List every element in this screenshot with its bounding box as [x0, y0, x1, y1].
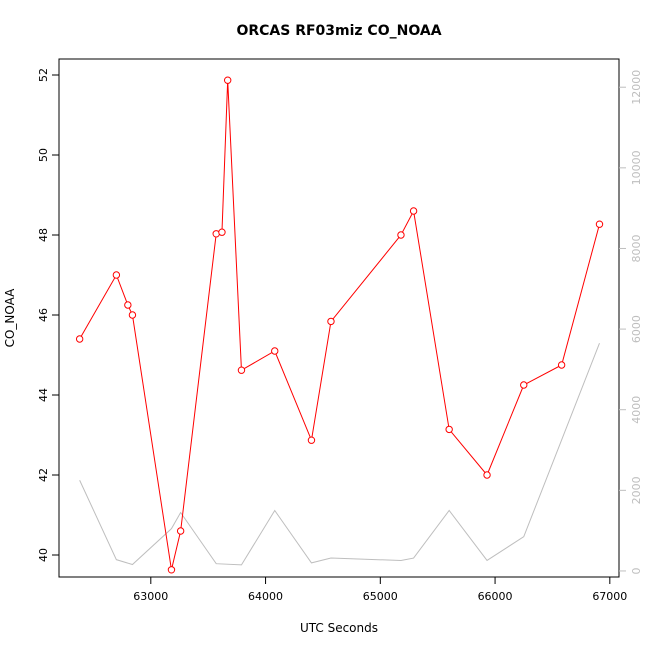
- series-secondary: [79, 343, 600, 566]
- x-tick-label: 67000: [592, 590, 627, 603]
- y2-tick-label: 8000: [630, 234, 643, 262]
- data-point: [327, 317, 335, 326]
- x-tick-label: 63000: [133, 590, 168, 603]
- data-point: [218, 228, 226, 236]
- y2-tick-label: 0: [630, 567, 643, 574]
- y-axis-left: 40 42 44 46 48 50 52: [37, 68, 59, 562]
- data-point: [520, 381, 528, 389]
- y-axis-right: 0 2000 4000 6000 8000 10000 12000: [619, 70, 643, 574]
- y-axis-label: CO_NOAA: [3, 288, 17, 348]
- y2-tick-label: 4000: [630, 396, 643, 424]
- data-point: [307, 436, 316, 444]
- data-point: [483, 471, 491, 479]
- data-point: [223, 76, 232, 84]
- plot-frame: [58, 58, 620, 578]
- primary-series-line: [79, 80, 600, 570]
- data-point: [397, 231, 405, 239]
- y-tick-label: 50: [37, 148, 50, 162]
- y2-tick-label: 2000: [630, 476, 643, 504]
- x-axis-label: UTC Seconds: [300, 621, 378, 635]
- y-tick-label: 40: [37, 548, 50, 562]
- chart-title: ORCAS RF03miz CO_NOAA: [236, 23, 441, 39]
- y-tick-label: 42: [37, 468, 50, 482]
- y2-tick-label: 12000: [630, 70, 643, 105]
- x-tick-label: 66000: [478, 590, 513, 603]
- data-point: [445, 425, 453, 434]
- secondary-series-line: [79, 343, 600, 566]
- data-point: [595, 220, 604, 228]
- data-point: [237, 366, 246, 374]
- data-point: [112, 271, 121, 279]
- x-tick-label: 65000: [363, 590, 398, 603]
- series-primary: [75, 76, 604, 574]
- x-axis: 63000 64000 65000 66000 67000: [133, 577, 627, 603]
- y2-tick-label: 10000: [630, 150, 643, 185]
- y-tick-label: 44: [37, 388, 50, 402]
- data-point: [409, 207, 418, 215]
- data-point: [557, 361, 566, 369]
- data-point: [128, 311, 137, 319]
- y2-tick-label: 6000: [630, 315, 643, 343]
- y-tick-label: 46: [37, 308, 50, 322]
- data-point: [176, 527, 185, 535]
- y-tick-label: 52: [37, 68, 50, 82]
- data-point: [271, 347, 279, 355]
- data-point: [75, 335, 84, 343]
- data-point: [167, 566, 176, 574]
- data-point: [124, 301, 132, 309]
- y-tick-label: 48: [37, 228, 50, 242]
- x-tick-label: 64000: [248, 590, 283, 603]
